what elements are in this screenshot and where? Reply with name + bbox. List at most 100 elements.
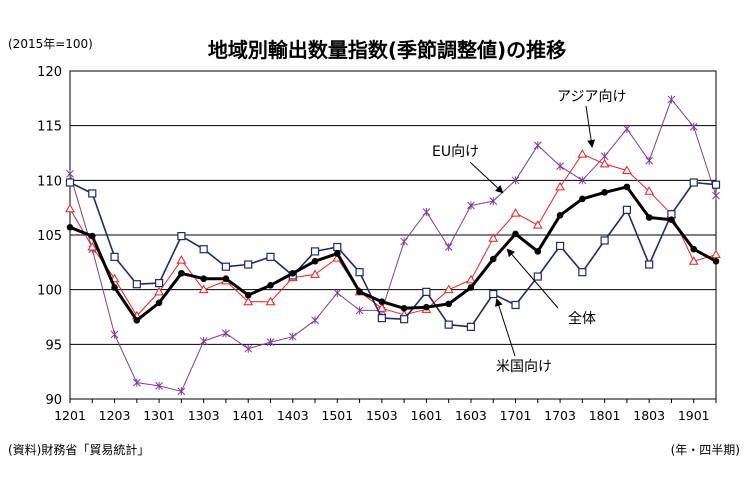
data-point (422, 287, 431, 296)
data-point (155, 279, 164, 288)
data-point (266, 338, 275, 347)
annotation-eu-arrow (469, 161, 504, 194)
data-point (533, 141, 542, 150)
x-tick-label: 1801 (589, 408, 621, 423)
data-point (489, 289, 498, 299)
data-point (488, 233, 499, 242)
data-point (599, 158, 610, 168)
series-layer (65, 95, 721, 396)
data-point (355, 306, 364, 315)
data-point (467, 284, 475, 291)
annotation-total-label: 全体 (568, 310, 596, 327)
y-tick-label: 90 (45, 393, 62, 408)
data-point (689, 178, 698, 187)
data-point (645, 156, 654, 165)
unit-note: (2015年=100) (8, 37, 93, 51)
x-tick-label: 1201 (54, 408, 86, 423)
data-point (178, 269, 185, 277)
data-point (467, 201, 475, 210)
x-tick-label: 1503 (366, 408, 398, 423)
annotation-asia-label: アジア向け (557, 89, 626, 105)
data-point (88, 232, 96, 240)
data-point (288, 332, 297, 341)
chart-title: 地域別輸出数量指数(季節調整値)の推移 (208, 38, 566, 62)
data-point (199, 337, 208, 346)
x-tick-label: 1703 (544, 408, 576, 423)
data-point (244, 260, 253, 269)
data-point (466, 322, 476, 331)
data-point (622, 205, 631, 214)
data-point (378, 298, 386, 305)
y-tick-label: 115 (37, 120, 62, 135)
data-point (310, 269, 320, 278)
x-tick-label: 1401 (232, 408, 264, 423)
data-point (711, 249, 721, 259)
data-point (311, 257, 319, 265)
data-point (356, 288, 363, 296)
y-tick-label: 100 (37, 284, 62, 299)
data-point (423, 303, 430, 311)
data-point (88, 189, 97, 198)
data-point (87, 242, 98, 251)
x-tick-label: 1203 (99, 408, 131, 423)
data-point (578, 268, 587, 277)
data-point (555, 181, 565, 191)
data-point (712, 191, 720, 200)
y-tick-labels: 90 95 100 105 110 115 120 (37, 65, 62, 408)
data-point (289, 269, 297, 277)
annotation-us: 米国向け (495, 298, 552, 375)
data-point (133, 316, 141, 324)
data-point (110, 330, 119, 339)
plot-frame (69, 70, 717, 400)
data-point (377, 303, 387, 312)
data-point (623, 124, 631, 133)
annotation-asia-arrow (585, 105, 596, 148)
data-point (177, 387, 186, 396)
data-point (65, 203, 75, 213)
data-point (222, 329, 230, 338)
annotation-eu: EU向け (432, 144, 504, 194)
data-point (334, 250, 341, 257)
data-point (555, 241, 565, 251)
data-point (644, 186, 655, 195)
data-point (645, 260, 654, 269)
period-note: (年・四半期) (671, 443, 740, 457)
x-tick-label: 1301 (143, 408, 175, 423)
y-tick-label: 120 (37, 65, 62, 80)
data-point (443, 284, 454, 294)
data-point (311, 316, 319, 325)
data-point (265, 296, 276, 306)
data-point (511, 300, 520, 310)
data-point (132, 280, 141, 289)
annotation-total-arrow (506, 248, 559, 309)
data-point (512, 230, 519, 238)
y-tick-label: 110 (37, 174, 62, 189)
data-point (154, 286, 164, 296)
data-point (400, 304, 408, 312)
annotation-total: 全体 (506, 248, 596, 327)
data-point (445, 300, 452, 308)
annotation-eu-label: EU向け (432, 144, 479, 160)
data-point (534, 248, 542, 255)
data-point (444, 320, 453, 329)
series-eu (66, 95, 720, 396)
data-point (510, 208, 521, 217)
data-point (489, 197, 498, 206)
data-point (66, 224, 74, 231)
data-point (689, 122, 698, 131)
data-point (688, 256, 699, 265)
grid-layer (69, 70, 717, 400)
series-line (69, 98, 717, 392)
data-point (556, 162, 564, 171)
data-point (155, 381, 163, 390)
data-point (489, 255, 497, 263)
x-tick-label: 1403 (277, 408, 309, 423)
data-point (690, 245, 698, 253)
x-tick-label: 1803 (633, 408, 665, 423)
data-point (155, 299, 163, 307)
series-line (69, 185, 717, 322)
data-point (310, 247, 320, 256)
data-point (556, 212, 564, 219)
data-point (422, 208, 431, 217)
